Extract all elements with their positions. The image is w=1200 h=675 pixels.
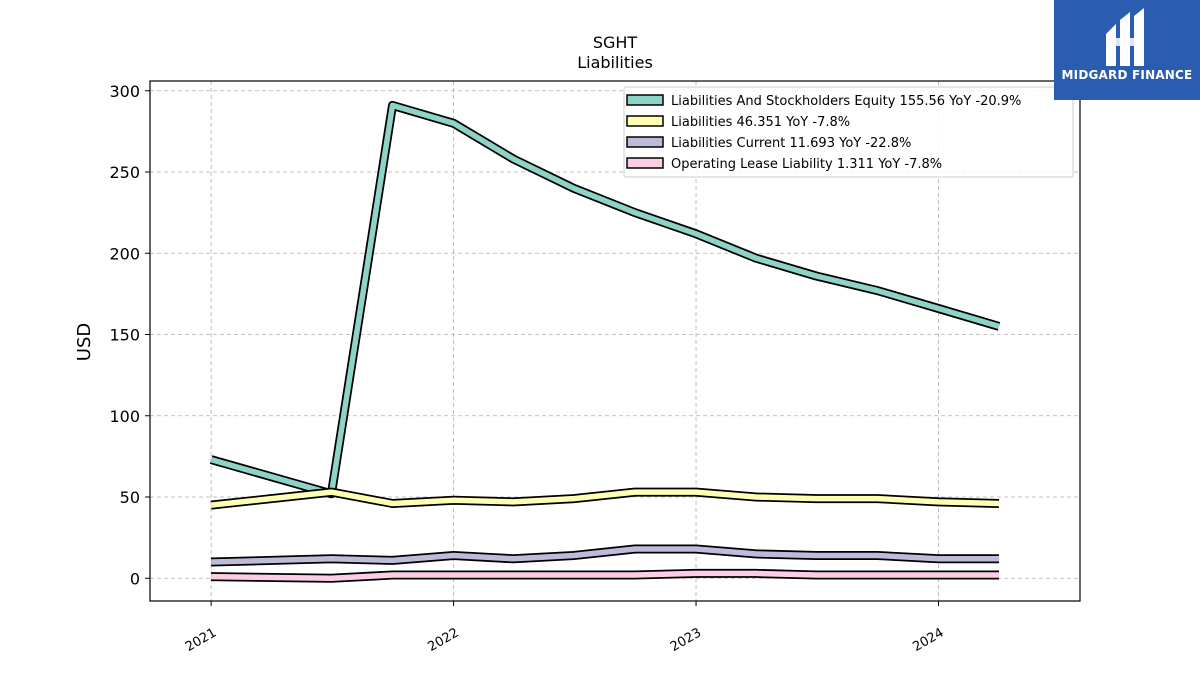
series-group: [209, 100, 1001, 583]
x-axis: 2021 2022 2023 2024: [183, 601, 947, 655]
series-line: [211, 546, 999, 565]
x-tick-label: 2022: [425, 625, 461, 655]
chart-subtitle: Liabilities: [577, 53, 653, 72]
x-tick-label: 2024: [910, 625, 946, 655]
y-tick-label: 0: [130, 569, 140, 588]
legend-swatch: [626, 157, 664, 169]
legend-swatch: [626, 115, 664, 127]
series-line: [211, 570, 999, 582]
x-tick-label: 2021: [183, 625, 219, 655]
legend-swatch: [626, 94, 664, 106]
series-line: [210, 489, 1000, 508]
legend-label: Liabilities And Stockholders Equity 155.…: [671, 94, 1021, 109]
chart-title: SGHT: [593, 33, 638, 52]
legend-label: Operating Lease Liability 1.311 YoY -7.8…: [671, 157, 942, 172]
logo-mark-icon: [1106, 8, 1144, 66]
legend-swatch: [626, 136, 664, 148]
y-tick-label: 300: [109, 82, 140, 101]
series-line: [210, 102, 1000, 497]
y-tick-label: 100: [109, 407, 140, 426]
series-3: [211, 568, 999, 583]
y-tick-label: 50: [120, 488, 140, 507]
legend: Liabilities And Stockholders Equity 155.…: [623, 86, 1074, 178]
legend-label: Liabilities Current 11.693 YoY -22.8%: [671, 136, 911, 151]
series-1: [210, 487, 1000, 510]
legend-label: Liabilities 46.351 YoY -7.8%: [671, 115, 850, 130]
series-2: [210, 544, 999, 567]
y-tick-label: 200: [109, 244, 140, 263]
y-axis: 0 50 100 150 200 250 300: [109, 82, 150, 588]
y-tick-label: 250: [109, 163, 140, 182]
brand-logo: MIDGARD FINANCE: [1054, 0, 1200, 100]
y-tick-label: 150: [109, 326, 140, 345]
plot-frame: [149, 80, 1081, 602]
legend-box: [623, 86, 1074, 178]
y-axis-label: USD: [74, 323, 95, 361]
series-0: [209, 100, 1001, 499]
logo-text: MIDGARD FINANCE: [1061, 68, 1193, 82]
x-tick-label: 2023: [668, 625, 704, 655]
